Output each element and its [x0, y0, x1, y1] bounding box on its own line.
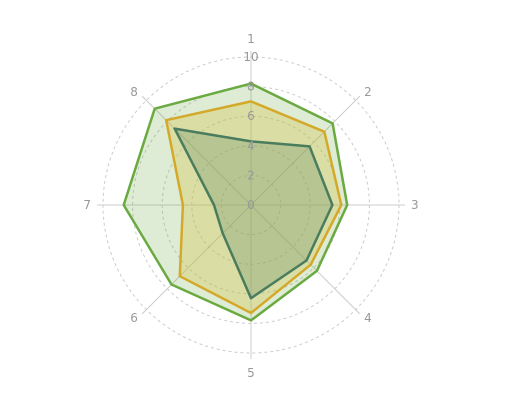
- axis-line-4: [250, 204, 361, 315]
- axis-label-5: 5: [247, 366, 255, 380]
- r-tick-label-4: 4: [247, 139, 255, 153]
- axis-label-6: 6: [130, 311, 138, 325]
- series-layer: [122, 82, 349, 322]
- r-tick-label-2: 2: [247, 168, 255, 182]
- r-tick-label-8: 8: [247, 80, 255, 94]
- axis-label-1: 1: [247, 32, 255, 46]
- r-tick-label-10: 10: [243, 50, 258, 64]
- axis-line-2: [250, 95, 361, 206]
- axis-label-8: 8: [130, 85, 138, 99]
- axis-label-7: 7: [83, 198, 91, 212]
- series-2-polygon: [164, 100, 343, 315]
- axis-line-8: [141, 95, 252, 206]
- axis-line-6: [141, 204, 252, 315]
- axis-label-4: 4: [364, 311, 372, 325]
- series-3-polygon: [173, 127, 334, 300]
- r-tick-label-6: 6: [247, 109, 255, 123]
- axis-label-3: 3: [411, 198, 419, 212]
- r-tick-label-0: 0: [247, 198, 255, 212]
- axis-label-2: 2: [364, 85, 372, 99]
